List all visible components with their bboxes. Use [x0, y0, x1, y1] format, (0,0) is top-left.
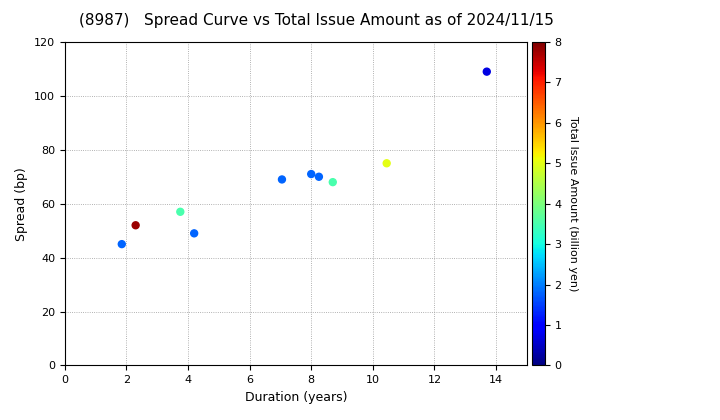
Point: [276, 176, 288, 183]
Point: [313, 173, 325, 180]
Text: (8987)   Spread Curve vs Total Issue Amount as of 2024/11/15: (8987) Spread Curve vs Total Issue Amoun…: [79, 13, 554, 28]
Point: [174, 208, 186, 215]
Point: [189, 230, 200, 237]
Y-axis label: Spread (bp): Spread (bp): [15, 167, 28, 241]
Point: [116, 241, 127, 247]
Point: [305, 171, 317, 177]
X-axis label: Duration (years): Duration (years): [245, 391, 347, 404]
Point: [381, 160, 392, 167]
Point: [481, 68, 492, 75]
Point: [327, 179, 338, 186]
Y-axis label: Total Issue Amount (billion yen): Total Issue Amount (billion yen): [568, 116, 578, 291]
Point: [130, 222, 141, 228]
